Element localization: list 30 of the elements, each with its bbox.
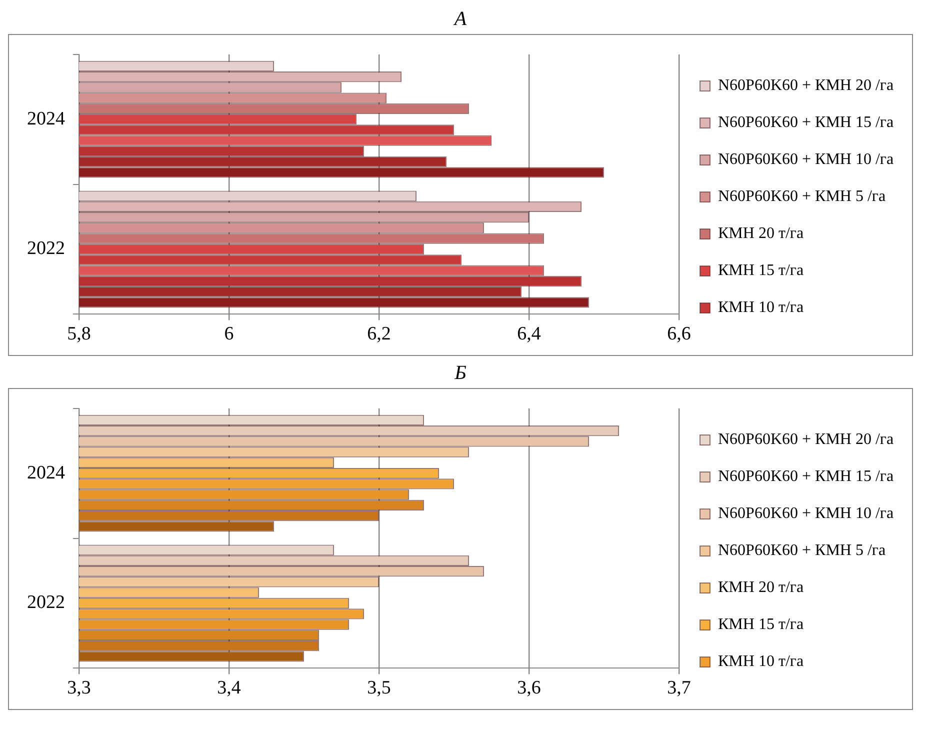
legend-label: N60P60K60 + КМН 20 /га	[718, 77, 894, 94]
y-tick-label: 2022	[27, 592, 65, 614]
legend-label: КМН 15 т/га	[718, 616, 804, 634]
legend-label: N60P60K60 + КМН 15 /га	[718, 468, 894, 486]
legend-label: N60P60K60 + КМН 20 /га	[718, 431, 894, 448]
x-tick-label: 3,6	[517, 678, 541, 699]
x-tick-label: 3,4	[217, 678, 242, 699]
legend-label: КМН 15 т/га	[718, 262, 804, 280]
legend-label: КМН 20 т/га	[718, 579, 804, 596]
y-tick-label: 2024	[27, 462, 66, 484]
x-tick-label: 3,5	[367, 678, 391, 699]
x-tick-label: 6,6	[667, 324, 691, 345]
legend-label: N60P60K60 + КМН 5 /га	[718, 542, 886, 560]
legend-label: N60P60K60 + КМН 10 /га	[718, 151, 894, 168]
y-tick-label: 2022	[27, 238, 65, 260]
legend-label: КМН 20 т/га	[718, 225, 804, 242]
x-tick-label: 5,8	[67, 324, 91, 345]
chart-title: А	[452, 8, 468, 32]
legend-label: N60P60K60 + КМН 10 /га	[718, 505, 894, 522]
x-tick-label: 6,4	[517, 324, 542, 345]
legend-label: N60P60K60 + КМН 15 /га	[718, 114, 894, 132]
x-tick-label: 6	[224, 324, 234, 345]
legend-label: N60P60K60 + КМН 5 /га	[718, 188, 886, 206]
x-tick-label: 6,2	[367, 324, 391, 345]
x-tick-label: 3,7	[667, 678, 691, 699]
y-tick-label: 2024	[27, 108, 66, 130]
legend-label: КМН 10 т/га	[718, 653, 804, 670]
chart-title: Б	[454, 362, 468, 386]
legend-label: КМН 10 т/га	[718, 299, 804, 316]
x-tick-label: 3,3	[67, 678, 91, 699]
